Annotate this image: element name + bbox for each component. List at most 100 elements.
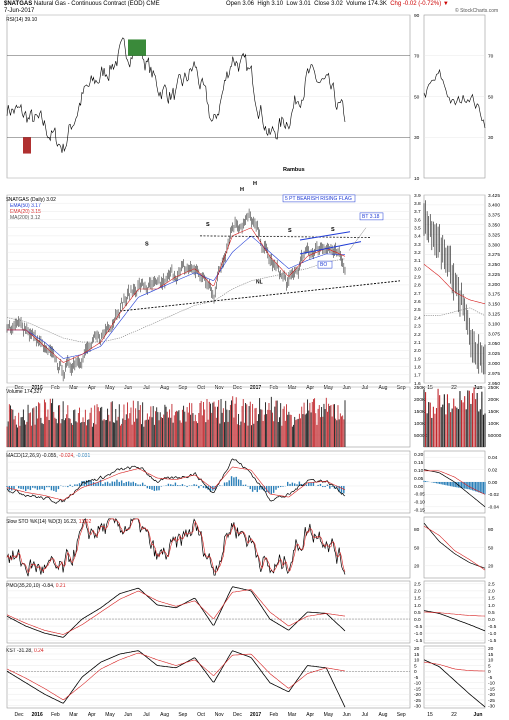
macd-legend: MACD(12,26,9) -0.055, -0.024, -0.031 <box>6 453 91 459</box>
pmo-side-tick-label: 0.5 <box>488 610 495 616</box>
price-side-tick-label: 2.950 <box>488 381 500 387</box>
rambus-annotation: Rambus <box>283 167 305 173</box>
shoulder-label-4: S <box>331 227 335 233</box>
x-axis-label-price: Jun <box>124 385 132 391</box>
kst-side-tick-label: -25 <box>488 698 495 704</box>
x-axis-label: 2016 <box>32 712 43 718</box>
x-axis-label-price: 2016 <box>32 385 43 391</box>
x-axis-label-price: Aug <box>160 385 169 391</box>
macd-tick-label: 0.20 <box>414 452 424 458</box>
side-x-axis-label: 22 <box>451 712 457 718</box>
x-axis-label-price: 2017 <box>250 385 261 391</box>
price-side-tick-label: 3.125 <box>488 312 500 318</box>
macd-frame <box>6 450 411 514</box>
rsi-legend: RSI(14) 39.10 <box>6 17 38 23</box>
kst-side-signal-line <box>423 661 485 672</box>
bo-box <box>317 260 333 269</box>
x-axis-label: 2017 <box>250 712 261 718</box>
head-label-2: H <box>253 181 257 187</box>
price-side-tick-label: 3.175 <box>488 292 500 298</box>
pmo-tick-label: -1.5 <box>414 638 423 644</box>
rsi-side-line <box>423 68 486 129</box>
x-axis-label: Dec <box>233 712 242 718</box>
volume-side-tick-label: 200K <box>488 397 500 403</box>
kst-tick-label: -25 <box>414 698 421 704</box>
x-axis-label: Aug <box>160 712 169 718</box>
pmo-side-tick-label: -1.0 <box>488 631 497 637</box>
price-tick-label: 2.2 <box>414 332 421 338</box>
kst-legend: KST -31.28, 0.24 <box>6 648 44 654</box>
sto-side-k-line <box>423 522 486 569</box>
side-x-axis-label-price: Jun <box>474 385 483 391</box>
kst-side-tick-label: 5 <box>488 663 491 669</box>
ma200-side-line <box>424 307 486 316</box>
volume-side-tick-label: 100K <box>488 421 500 427</box>
rsi-tick-label: 70 <box>414 54 420 60</box>
ohlc-readout: Open 3.06 High 3.10 Low 3.01 Close 3.02 … <box>226 1 449 8</box>
price-tick-label: 2.6 <box>414 299 421 305</box>
x-axis-label: Feb <box>51 712 60 718</box>
price-tick-label: 3.9 <box>414 193 421 199</box>
pmo-signal-line <box>6 589 346 635</box>
x-axis-label: Nov <box>215 712 224 718</box>
price-tick-label: 2.1 <box>414 340 421 346</box>
pmo-side-tick-label: 0.0 <box>488 617 495 623</box>
x-axis-label-price: Aug <box>379 385 388 391</box>
kst-side-tick-label: -20 <box>488 692 495 698</box>
x-axis-label: May <box>324 712 334 718</box>
x-axis-label: Jun <box>124 712 132 718</box>
macd-side-signal-line <box>424 470 486 495</box>
macd-side-line <box>423 469 486 508</box>
volume-value: Volume 174.3K <box>346 1 387 7</box>
macd-tick-label: 0.10 <box>414 468 424 474</box>
price-tick-label: 3.4 <box>414 234 421 240</box>
sto-side-tick-label: 50 <box>488 545 494 551</box>
x-axis-label: Sep <box>397 712 406 718</box>
macd-legend-name: MACD(12,26,9) <box>6 453 41 459</box>
macd-line <box>6 458 346 504</box>
price-legend-title: $NATGAS (Daily) 3.02 <box>6 197 56 203</box>
rsi-tick-label: 30 <box>414 135 420 141</box>
sto-side-d-line <box>423 525 486 571</box>
kst-tick-label: -10 <box>414 681 421 687</box>
rsi-side-tick-label: 30 <box>488 135 494 141</box>
flag-arrow <box>348 227 367 251</box>
price-legend-ma200: MA(200) 3.12 <box>10 215 41 221</box>
price-side-tick-label: 3.250 <box>488 262 500 268</box>
price-legend-ema50: EMA(50) 3.17 <box>10 203 41 209</box>
kst-legend-value: KST -31.28, <box>6 648 33 654</box>
kst-tick-label: 20 <box>414 646 420 652</box>
sto-legend-name: Slow STO %K(14) %D(3) <box>6 519 63 525</box>
volume-side-tick-label: 250K <box>488 385 500 391</box>
sto-side-tick-label: 20 <box>488 564 494 570</box>
pmo-side-tick-label: 2.0 <box>488 589 495 595</box>
kst-side-tick-label: 0 <box>488 669 491 675</box>
macd-side-tick-label: -0.02 <box>488 492 499 498</box>
price-tick-label: 2.9 <box>414 275 421 281</box>
x-axis-label-price: Apr <box>306 385 314 391</box>
kst-side-tick-label: 10 <box>488 658 494 664</box>
price-side-tick-label: 3.425 <box>488 193 500 199</box>
sto-d-line <box>6 518 346 574</box>
pmo-tick-label: 0.0 <box>414 617 421 623</box>
x-axis-label: Mar <box>69 712 78 718</box>
ema20-side-line <box>423 264 486 305</box>
kst-side-tick-label: -5 <box>488 675 493 681</box>
macd-side-tick-label: 0.02 <box>488 467 498 473</box>
bt-box <box>359 212 384 221</box>
macd-tick-label: 0.00 <box>414 484 424 490</box>
kst-side-line <box>423 659 486 708</box>
macd-side-tick-label: 0.00 <box>488 480 498 486</box>
ema20-line <box>7 227 346 363</box>
x-axis-label: May <box>105 712 115 718</box>
shoulder-label-3: S <box>288 228 292 234</box>
x-axis-label: Apr <box>88 712 96 718</box>
macd-legend-signal: -0.024 <box>59 453 74 459</box>
x-axis-label: Feb <box>269 712 278 718</box>
price-side-tick-label: 2.975 <box>488 371 500 377</box>
price-side-tick-label: 3.025 <box>488 351 500 357</box>
price-tick-label: 3.6 <box>414 217 421 223</box>
price-side-tick-label: 3.325 <box>488 232 500 238</box>
price-side-tick-label: 3.350 <box>488 222 500 228</box>
kst-legend-signal: 0.24 <box>33 648 44 654</box>
